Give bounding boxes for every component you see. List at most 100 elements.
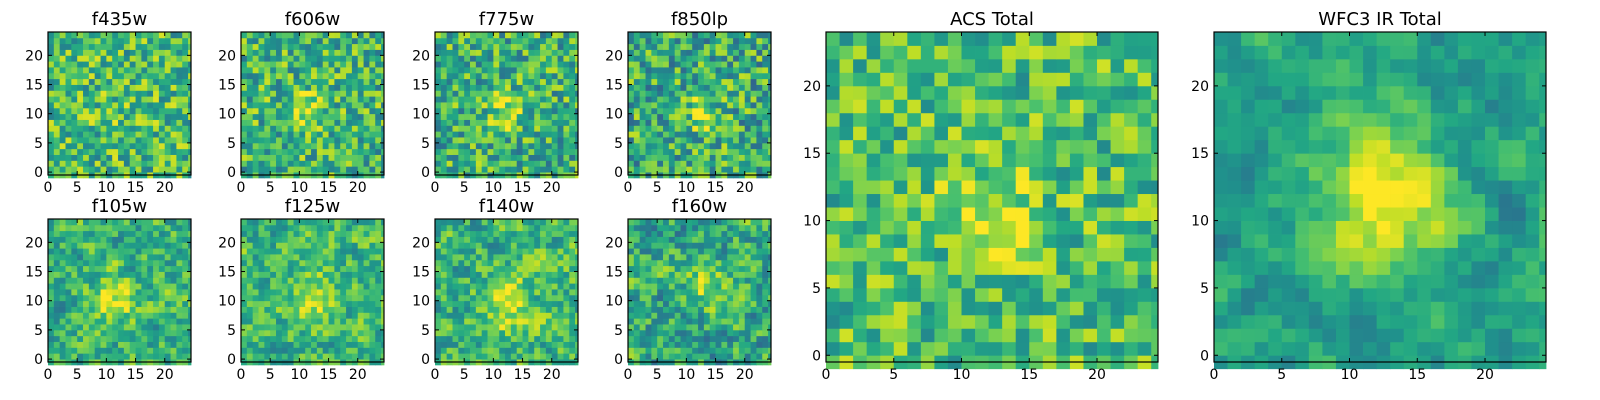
- heatmap-cell: [563, 55, 570, 62]
- heatmap-cell: [446, 90, 453, 97]
- heatmap-cell: [651, 32, 658, 39]
- heatmap-cell: [164, 148, 171, 155]
- heatmap-cell: [264, 102, 271, 109]
- heatmap-cell: [446, 289, 453, 296]
- heatmap-cell: [575, 107, 579, 115]
- heatmap-cell: [452, 219, 459, 226]
- heatmap-cell: [557, 242, 564, 249]
- heatmap-cell: [516, 61, 523, 68]
- heatmap-cell: [71, 166, 78, 173]
- heatmap-cell: [88, 224, 96, 232]
- heatmap-cell: [744, 84, 751, 91]
- heatmap-cell: [569, 219, 576, 226]
- heatmap-cell: [176, 166, 183, 173]
- heatmap-cell: [435, 55, 442, 62]
- heatmap-cell: [464, 67, 471, 74]
- heatmap-cell: [270, 84, 277, 91]
- heatmap-cell: [141, 294, 148, 302]
- heatmap-cell: [281, 154, 289, 161]
- x-tick-label: 5: [73, 367, 82, 383]
- heatmap-cell: [158, 341, 166, 348]
- heatmap-cell: [369, 90, 376, 97]
- heatmap-cell: [357, 102, 364, 109]
- heatmap-cell: [692, 318, 699, 325]
- heatmap-cell: [147, 324, 154, 331]
- heatmap-cell: [709, 142, 716, 150]
- x-tick-label: 0: [431, 367, 440, 383]
- heatmap-cell: [65, 142, 72, 150]
- panel-title: f606w: [285, 9, 340, 30]
- heatmap-cell: [48, 289, 55, 296]
- heatmap-cell: [487, 90, 494, 97]
- heatmap-cell: [768, 335, 772, 342]
- heatmap-cell: [721, 353, 728, 360]
- heatmap-cell: [452, 265, 459, 272]
- heatmap-cell: [628, 318, 635, 325]
- heatmap-cell: [545, 259, 553, 267]
- heatmap-cell: [71, 90, 78, 97]
- heatmap-cell: [557, 96, 564, 103]
- heatmap-cell: [645, 107, 652, 115]
- heatmap-cell: [158, 324, 166, 331]
- heatmap-cell: [557, 142, 564, 150]
- heatmap-cell: [311, 224, 318, 232]
- heatmap-cell: [663, 154, 670, 161]
- heatmap-cell: [270, 277, 277, 284]
- heatmap-cell: [768, 329, 772, 337]
- heatmap-cell: [505, 329, 512, 337]
- heatmap-cell: [311, 283, 318, 290]
- heatmap-cell: [698, 283, 705, 290]
- heatmap-cell: [270, 335, 277, 342]
- heatmap-cell: [158, 230, 166, 237]
- heatmap-cell: [276, 248, 283, 255]
- heatmap-cell: [305, 277, 312, 284]
- heatmap-cell: [698, 271, 705, 278]
- heatmap-cell: [505, 119, 512, 126]
- heatmap-cell: [293, 236, 300, 243]
- heatmap-cell: [470, 32, 477, 39]
- heatmap-cell: [88, 318, 96, 325]
- heatmap-cell: [668, 166, 676, 173]
- heatmap-cell: [464, 137, 471, 144]
- heatmap-cell: [141, 306, 148, 313]
- heatmap-cell: [628, 277, 635, 284]
- heatmap-cell: [77, 300, 84, 307]
- heatmap-cell: [106, 230, 113, 237]
- heatmap-cell: [645, 271, 652, 278]
- heatmap-cell: [363, 32, 370, 39]
- heatmap-cell: [270, 125, 277, 132]
- heatmap-cell: [88, 32, 96, 39]
- heatmap-cell: [540, 324, 547, 331]
- heatmap-cell: [551, 166, 558, 173]
- heatmap-cell: [522, 353, 529, 360]
- heatmap-cell: [516, 90, 523, 97]
- heatmap-cell: [381, 329, 385, 337]
- heatmap-cell: [510, 102, 518, 109]
- heatmap-cell: [264, 259, 271, 267]
- heatmap-cell: [639, 84, 646, 91]
- heatmap-cell: [305, 294, 312, 302]
- heatmap-cell: [762, 142, 769, 150]
- heatmap-cell: [346, 289, 353, 296]
- heatmap-cell: [357, 96, 364, 103]
- heatmap-cell: [651, 43, 658, 50]
- heatmap-cell: [545, 49, 553, 56]
- heatmap-cell: [252, 271, 259, 278]
- heatmap-cell: [281, 318, 289, 325]
- heatmap-cell: [575, 166, 579, 173]
- heatmap-cell: [53, 96, 61, 103]
- heatmap-cell: [657, 107, 664, 115]
- x-tick-label: 10: [290, 367, 308, 383]
- heatmap-cell: [252, 125, 259, 132]
- heatmap-cell: [48, 318, 55, 325]
- heatmap-cell: [522, 137, 529, 144]
- heatmap-cell: [135, 224, 142, 232]
- heatmap-cell: [499, 72, 506, 80]
- heatmap-cell: [727, 137, 734, 144]
- heatmap-cell: [299, 318, 306, 325]
- heatmap-cell: [363, 84, 370, 91]
- heatmap-cell: [153, 219, 160, 226]
- heatmap-cell: [241, 160, 248, 167]
- heatmap-cell: [464, 154, 471, 161]
- heatmap-cell: [118, 224, 125, 232]
